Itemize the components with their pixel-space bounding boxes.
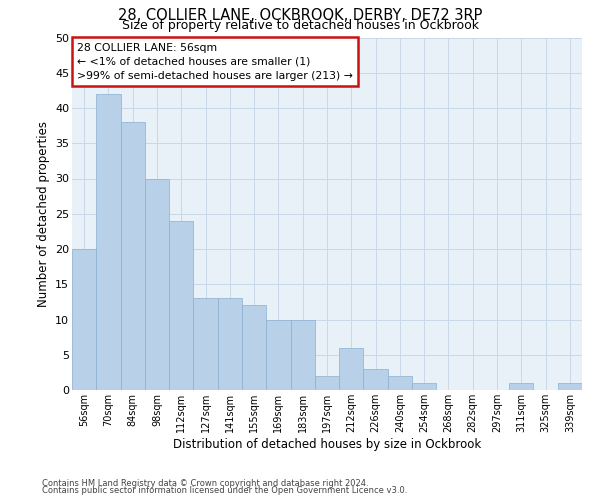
Bar [145, 178, 169, 390]
Bar [266, 320, 290, 390]
X-axis label: Distribution of detached houses by size in Ockbrook: Distribution of detached houses by size … [173, 438, 481, 450]
Bar [242, 306, 266, 390]
Bar [388, 376, 412, 390]
Bar [509, 383, 533, 390]
Text: 28 COLLIER LANE: 56sqm
← <1% of detached houses are smaller (1)
>99% of semi-det: 28 COLLIER LANE: 56sqm ← <1% of detached… [77, 43, 353, 81]
Text: Contains public sector information licensed under the Open Government Licence v3: Contains public sector information licen… [42, 486, 407, 495]
Bar [72, 249, 96, 390]
Bar [169, 221, 193, 390]
Bar [290, 320, 315, 390]
Bar [218, 298, 242, 390]
Bar [339, 348, 364, 390]
Bar [364, 369, 388, 390]
Text: Contains HM Land Registry data © Crown copyright and database right 2024.: Contains HM Land Registry data © Crown c… [42, 478, 368, 488]
Bar [558, 383, 582, 390]
Bar [96, 94, 121, 390]
Bar [121, 122, 145, 390]
Bar [193, 298, 218, 390]
Bar [315, 376, 339, 390]
Text: Size of property relative to detached houses in Ockbrook: Size of property relative to detached ho… [121, 19, 479, 32]
Bar [412, 383, 436, 390]
Y-axis label: Number of detached properties: Number of detached properties [37, 120, 50, 306]
Text: 28, COLLIER LANE, OCKBROOK, DERBY, DE72 3RP: 28, COLLIER LANE, OCKBROOK, DERBY, DE72 … [118, 8, 482, 22]
